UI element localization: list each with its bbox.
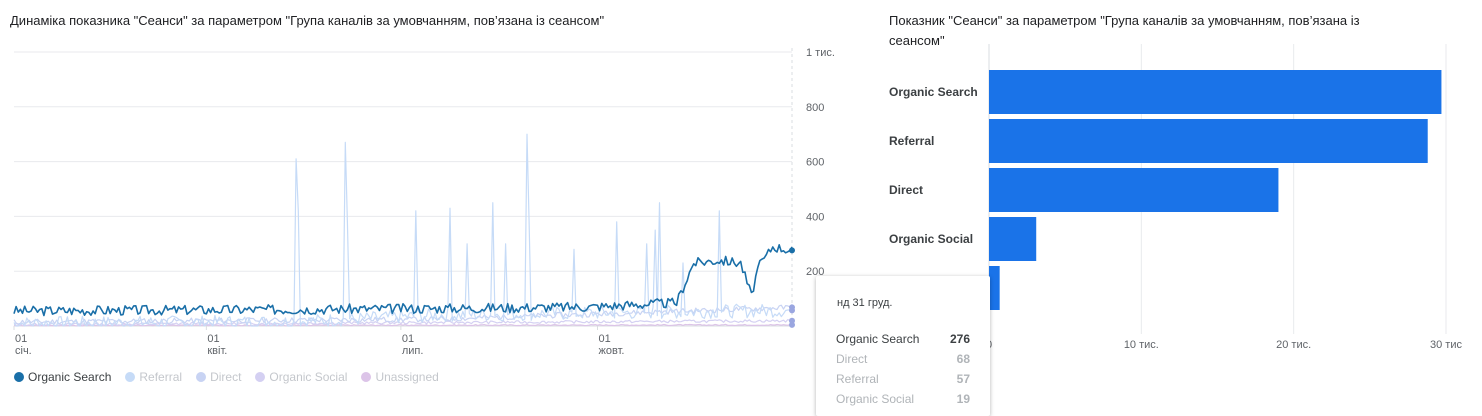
series-end-point (789, 317, 795, 324)
legend-dot-icon (361, 372, 372, 382)
legend-dot-icon (255, 372, 266, 382)
legend-label: Organic Search (28, 370, 112, 384)
x-tick-month: лип. (402, 345, 424, 357)
bar-category-label: Referral (889, 134, 934, 148)
series-end-point (789, 247, 795, 254)
tooltip-label: Direct (836, 352, 868, 366)
tooltip-label: Referral (836, 372, 879, 386)
legend-item[interactable]: Referral (125, 370, 182, 384)
y-tick-label: 1 тис. (806, 47, 835, 59)
tooltip-label: Organic Social (836, 392, 915, 406)
legend-item[interactable]: Organic Social (255, 370, 347, 384)
y-tick-label: 800 (806, 102, 824, 114)
x-tick-label: 30 тис (1430, 339, 1462, 351)
bar (989, 119, 1428, 163)
tooltip-value: 68 (956, 352, 970, 366)
legend-dot-icon (125, 372, 136, 382)
chart-tooltip: нд 31 груд. Organic Search 276 Direct 68… (816, 276, 990, 416)
bar-category-label: Direct (889, 183, 923, 197)
x-tick-day: 01 (207, 333, 219, 345)
y-tick-label: 400 (806, 211, 824, 223)
x-tick-day: 01 (599, 333, 611, 345)
x-tick-month: жовт. (599, 345, 625, 357)
legend-dot-icon (196, 372, 207, 382)
tooltip-value: 276 (949, 332, 970, 346)
legend-label: Direct (210, 370, 242, 384)
x-tick-day: 01 (15, 333, 27, 345)
bar (989, 70, 1442, 114)
series-line-referral (13, 133, 793, 327)
x-tick-month: квіт. (207, 345, 227, 357)
legend-item[interactable]: Unassigned (361, 370, 439, 384)
right-chart-title: Показник "Сеанси" за параметром "Група к… (889, 13, 1360, 48)
legend-item[interactable]: Direct (196, 370, 241, 384)
x-tick-label: 10 тис. (1124, 339, 1159, 351)
tooltip-value: 57 (956, 372, 970, 386)
bar (989, 217, 1037, 261)
series-end-point (789, 321, 795, 328)
legend-dot-icon (14, 372, 24, 382)
legend-item[interactable]: Organic Search (14, 370, 111, 384)
tooltip-row: Direct 68 (836, 352, 970, 366)
series-end-point (789, 304, 795, 311)
bar (989, 168, 1279, 212)
series-line-direct (13, 304, 793, 325)
left-chart-title: Динаміка показника "Сеанси" за параметро… (10, 13, 605, 28)
legend-label: Unassigned (375, 370, 439, 384)
bar-category-label: Organic Social (889, 232, 973, 246)
tooltip-row: Referral 57 (836, 372, 970, 386)
tooltip-row: Organic Social 19 (836, 392, 970, 406)
y-tick-label: 200 (806, 266, 824, 278)
tooltip-date: нд 31 груд. (837, 297, 893, 309)
x-tick-label: 20 тис. (1276, 339, 1311, 351)
series-line-organic-search (13, 244, 793, 317)
tooltip-value: 19 (956, 392, 970, 406)
x-tick-month: січ. (15, 345, 32, 357)
line-chart-legend: Organic Search Referral Direct Organic Soci… (14, 370, 439, 384)
x-tick-day: 01 (402, 333, 414, 345)
legend-label: Organic Social (269, 370, 348, 384)
legend-label: Referral (139, 370, 183, 384)
bar-category-label: Organic Search (889, 85, 978, 99)
series-line-unassigned (13, 323, 793, 327)
tooltip-label: Organic Search (836, 332, 920, 346)
y-tick-label: 600 (806, 157, 824, 169)
bar (989, 266, 1000, 310)
tooltip-row: Organic Search 276 (836, 332, 970, 346)
